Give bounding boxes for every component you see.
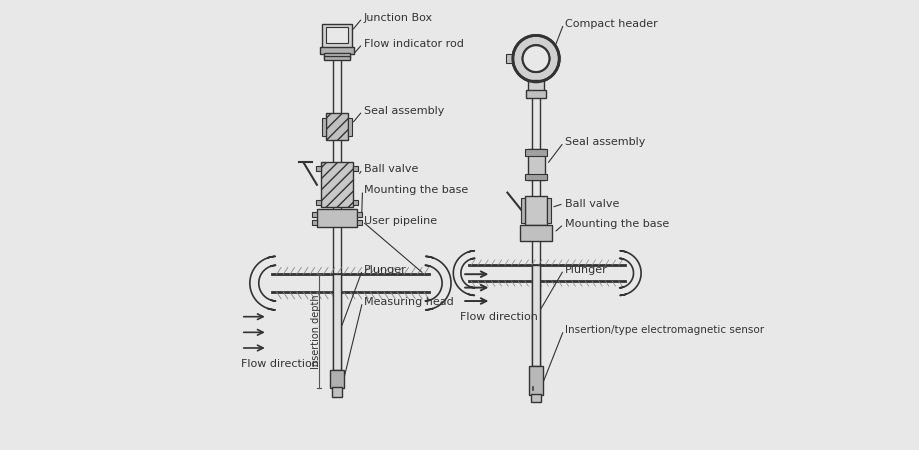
Bar xyxy=(528,366,542,395)
Bar xyxy=(321,162,352,207)
Bar xyxy=(325,27,347,43)
Bar xyxy=(525,174,546,180)
Bar xyxy=(320,47,354,54)
Text: Insertion depth: Insertion depth xyxy=(311,294,320,369)
Text: Seal assembly: Seal assembly xyxy=(363,106,444,116)
Bar xyxy=(520,225,551,241)
Bar xyxy=(315,199,321,205)
Text: Ball valve: Ball valve xyxy=(564,198,618,208)
Bar xyxy=(325,113,347,140)
Bar xyxy=(331,387,342,397)
Bar xyxy=(352,166,357,171)
Bar xyxy=(528,80,543,91)
Bar xyxy=(315,166,321,171)
Bar xyxy=(323,24,351,48)
Text: Mounting the base: Mounting the base xyxy=(363,185,468,195)
Bar xyxy=(333,274,341,370)
Bar xyxy=(352,199,357,205)
Text: Flow indicator rod: Flow indicator rod xyxy=(363,39,463,49)
Text: Plunger: Plunger xyxy=(564,265,607,274)
Text: Ball valve: Ball valve xyxy=(363,164,418,174)
Bar xyxy=(525,196,546,225)
Circle shape xyxy=(512,36,559,82)
Bar xyxy=(532,265,539,366)
Bar xyxy=(312,220,316,225)
Bar xyxy=(316,209,357,227)
Bar xyxy=(330,370,344,388)
Bar xyxy=(357,212,361,217)
Bar xyxy=(525,149,546,156)
Text: Flow direction: Flow direction xyxy=(460,312,538,322)
Bar xyxy=(347,117,351,135)
Text: Insertion/type electromagnetic sensor: Insertion/type electromagnetic sensor xyxy=(564,325,764,335)
Bar xyxy=(505,54,512,63)
Text: Measuring head: Measuring head xyxy=(363,297,453,307)
Circle shape xyxy=(522,45,549,72)
Text: Mounting the base: Mounting the base xyxy=(564,219,669,229)
Text: Seal assembly: Seal assembly xyxy=(564,137,645,147)
Bar xyxy=(532,91,539,395)
Text: Compact header: Compact header xyxy=(564,19,657,29)
Bar xyxy=(357,220,361,225)
Bar xyxy=(323,53,350,58)
Bar xyxy=(322,117,325,135)
Bar xyxy=(323,56,350,60)
Text: Flow direction: Flow direction xyxy=(241,359,318,369)
Bar xyxy=(527,149,544,180)
Text: Plunger: Plunger xyxy=(363,265,406,274)
Bar xyxy=(530,394,540,402)
Bar xyxy=(546,198,550,223)
Text: User pipeline: User pipeline xyxy=(363,216,437,226)
Bar xyxy=(520,198,525,223)
Bar xyxy=(526,90,545,98)
Text: Junction Box: Junction Box xyxy=(363,13,433,23)
Bar xyxy=(531,386,533,391)
Bar xyxy=(312,212,316,217)
Bar xyxy=(333,58,341,386)
